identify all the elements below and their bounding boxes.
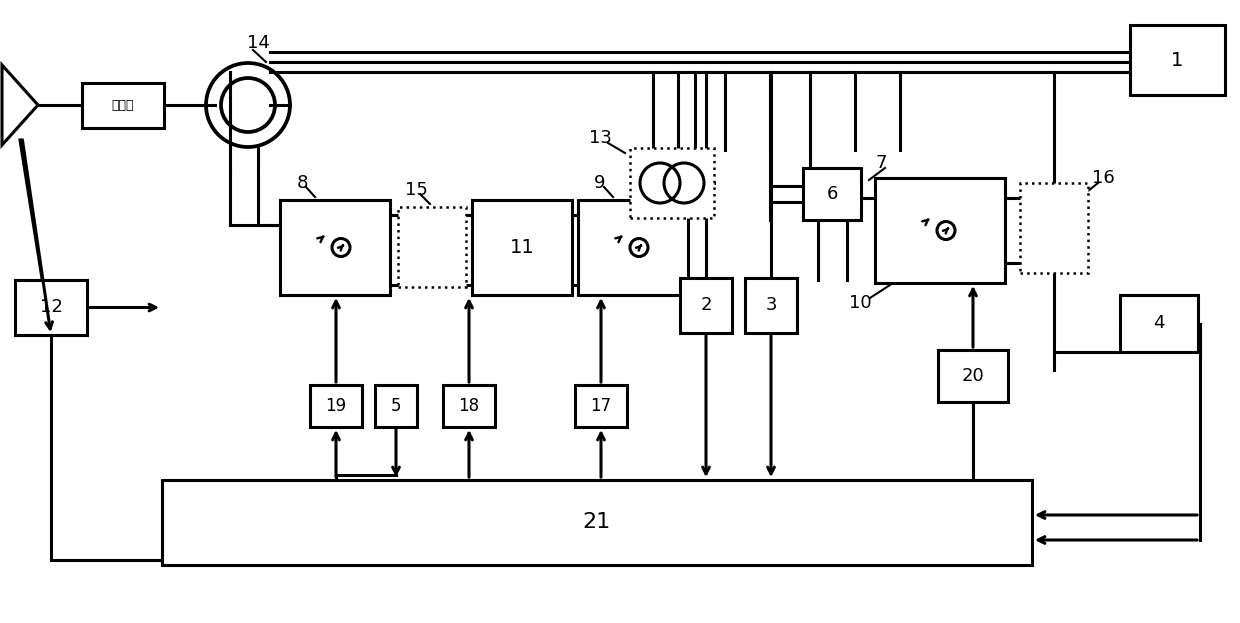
- Text: 8: 8: [296, 174, 308, 192]
- Text: 1: 1: [1172, 50, 1184, 70]
- Text: 18: 18: [459, 397, 480, 415]
- Text: 齿轮筱: 齿轮筱: [112, 99, 134, 112]
- Bar: [1021, 183, 1087, 273]
- Bar: [937, 350, 1008, 402]
- Bar: [575, 385, 627, 427]
- Bar: [280, 200, 391, 295]
- Bar: [398, 207, 466, 287]
- Bar: [680, 278, 732, 333]
- Text: 16: 16: [1091, 169, 1115, 187]
- Bar: [630, 148, 714, 218]
- Bar: [1130, 25, 1225, 95]
- Text: 11: 11: [510, 238, 534, 257]
- Bar: [374, 385, 417, 427]
- Bar: [443, 385, 495, 427]
- Text: 7: 7: [875, 154, 887, 172]
- Bar: [15, 280, 87, 335]
- Bar: [578, 200, 688, 295]
- Bar: [745, 278, 797, 333]
- Text: 15: 15: [404, 181, 428, 199]
- Text: 4: 4: [1153, 315, 1164, 333]
- Text: 3: 3: [765, 297, 776, 315]
- Text: 9: 9: [594, 174, 606, 192]
- Text: 10: 10: [848, 294, 872, 312]
- Bar: [82, 83, 164, 128]
- Bar: [162, 480, 1032, 565]
- Text: 12: 12: [40, 298, 62, 316]
- Text: 17: 17: [590, 397, 611, 415]
- Text: 13: 13: [589, 129, 611, 147]
- Text: 14: 14: [247, 34, 269, 52]
- Text: 19: 19: [325, 397, 346, 415]
- Text: 20: 20: [962, 367, 985, 385]
- Bar: [472, 200, 572, 295]
- Text: 2: 2: [701, 297, 712, 315]
- Bar: [804, 168, 861, 220]
- Bar: [875, 178, 1004, 283]
- Text: 6: 6: [826, 185, 838, 203]
- Text: 21: 21: [583, 513, 611, 533]
- Bar: [310, 385, 362, 427]
- Bar: [1120, 295, 1198, 352]
- Text: 5: 5: [391, 397, 402, 415]
